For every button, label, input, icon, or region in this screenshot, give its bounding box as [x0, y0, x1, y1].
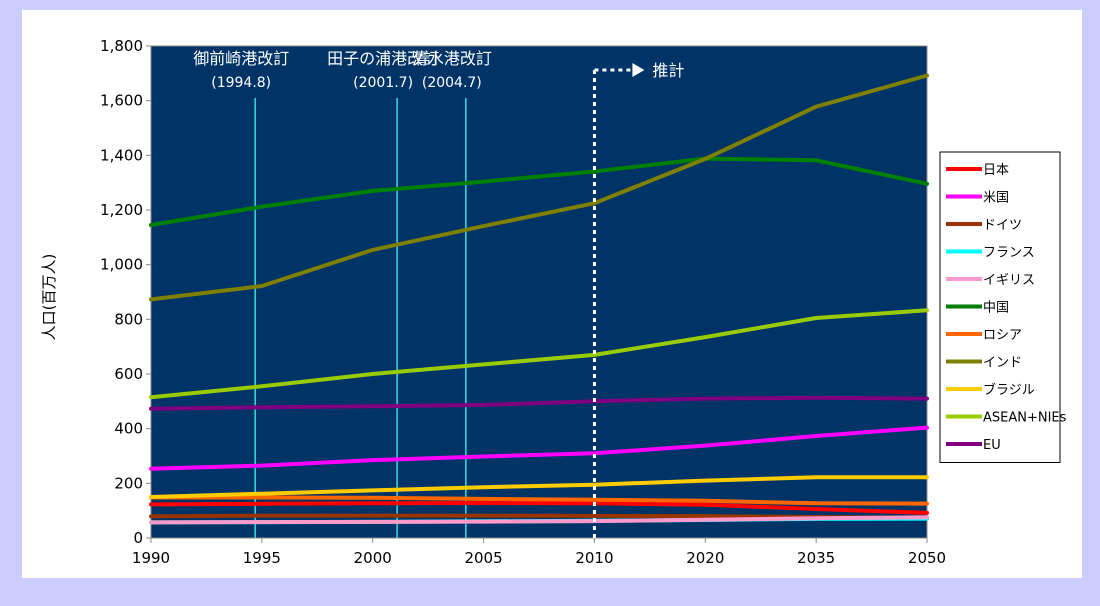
- series-line: [149, 395, 929, 411]
- revision-annotation-date: (2001.7): [353, 75, 413, 91]
- legend-label: EU: [983, 438, 1001, 453]
- legend-label: ドイツ: [983, 218, 1022, 233]
- forecast-label: 推計: [652, 61, 684, 80]
- y-axis-label: 人口(百万人): [40, 254, 58, 341]
- legend-label: イギリス: [983, 273, 1035, 288]
- revision-annotation-title: 清水港改訂: [412, 49, 492, 68]
- x-tick-label: 2000: [354, 549, 392, 567]
- series-line: [149, 475, 929, 499]
- x-tick-label: 2035: [797, 549, 835, 567]
- x-tick-label: 1995: [243, 549, 281, 567]
- y-tick-label: 600: [114, 365, 143, 383]
- revision-annotation-title: 田子の浦港改訂: [327, 49, 439, 68]
- series-line: [149, 515, 929, 525]
- forecast-arrow-head: [632, 63, 645, 77]
- y-tick-label: 1,600: [100, 92, 143, 110]
- x-tick-label: 2050: [908, 549, 946, 567]
- x-tick-label: 2020: [686, 549, 724, 567]
- legend-label: 中国: [983, 301, 1009, 316]
- x-tick-label: 2010: [575, 549, 613, 567]
- y-tick-label: 1,800: [100, 37, 143, 55]
- legend-label: ロシア: [983, 328, 1022, 343]
- series-line: [149, 73, 929, 302]
- series-line: [149, 425, 929, 471]
- legend-label: 日本: [983, 163, 1009, 178]
- legend-label: インド: [983, 356, 1022, 371]
- y-tick-label: 0: [133, 529, 143, 547]
- revision-annotation-date: (2004.7): [422, 75, 482, 91]
- x-tick-label: 1990: [132, 549, 170, 567]
- series-line: [149, 308, 929, 400]
- legend-label: ASEAN+NIEs: [983, 411, 1067, 426]
- revision-annotation-date: (1994.8): [211, 75, 271, 91]
- revision-annotation-title: 御前崎港改訂: [193, 49, 289, 68]
- legend-label: ブラジル: [983, 382, 1035, 398]
- legend-label: 米国: [983, 191, 1009, 206]
- y-tick-label: 1,200: [100, 201, 143, 219]
- y-tick-label: 1,400: [100, 146, 143, 164]
- y-tick-label: 1,000: [100, 256, 143, 274]
- y-tick-label: 800: [114, 310, 143, 328]
- x-tick-label: 2005: [464, 549, 502, 567]
- series-line: [149, 495, 929, 506]
- y-tick-label: 200: [114, 474, 143, 492]
- legend-label: フランス: [983, 246, 1035, 261]
- y-tick-label: 400: [114, 420, 143, 438]
- series-line: [149, 501, 929, 515]
- series-line: [149, 156, 929, 227]
